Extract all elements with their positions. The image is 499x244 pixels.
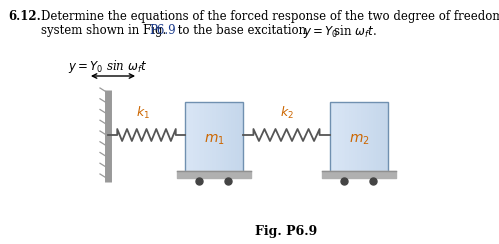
- Bar: [369, 102, 371, 177]
- Bar: [203, 102, 204, 177]
- Bar: [353, 102, 355, 177]
- Bar: [382, 102, 384, 177]
- Text: Determine the equations of the forced response of the two degree of freedom: Determine the equations of the forced re…: [41, 10, 499, 23]
- Circle shape: [370, 178, 377, 185]
- Text: $k_1$: $k_1$: [136, 105, 150, 121]
- Bar: [222, 102, 224, 177]
- Circle shape: [341, 178, 348, 185]
- Text: sin $\omega_f t$.: sin $\omega_f t$.: [330, 24, 377, 40]
- Bar: [345, 102, 347, 177]
- Bar: [199, 102, 201, 177]
- Bar: [359, 102, 361, 177]
- Circle shape: [196, 178, 203, 185]
- Bar: [241, 102, 243, 177]
- Bar: [235, 102, 237, 177]
- Bar: [206, 102, 208, 177]
- Bar: [185, 102, 243, 177]
- Bar: [334, 102, 336, 177]
- Bar: [234, 102, 235, 177]
- Text: system shown in Fig.: system shown in Fig.: [41, 24, 170, 37]
- Bar: [239, 102, 241, 177]
- Bar: [347, 102, 349, 177]
- Bar: [376, 102, 378, 177]
- Bar: [212, 102, 214, 177]
- Circle shape: [225, 178, 232, 185]
- Bar: [361, 102, 363, 177]
- Bar: [349, 102, 351, 177]
- Text: to the base excitation: to the base excitation: [174, 24, 310, 37]
- Bar: [210, 102, 212, 177]
- Bar: [201, 102, 203, 177]
- Bar: [338, 102, 340, 177]
- Bar: [365, 102, 367, 177]
- Bar: [204, 102, 206, 177]
- Bar: [216, 102, 218, 177]
- Text: Fig. P6.9: Fig. P6.9: [255, 225, 318, 238]
- Bar: [197, 102, 199, 177]
- Text: $m_2$: $m_2$: [349, 132, 369, 147]
- Bar: [224, 102, 226, 177]
- Bar: [185, 102, 187, 177]
- Bar: [232, 102, 234, 177]
- Bar: [237, 102, 239, 177]
- Bar: [384, 102, 386, 177]
- Bar: [195, 102, 197, 177]
- Bar: [371, 102, 373, 177]
- Bar: [363, 102, 365, 177]
- Bar: [351, 102, 353, 177]
- Bar: [191, 102, 193, 177]
- Bar: [230, 102, 232, 177]
- Bar: [340, 102, 342, 177]
- Bar: [342, 102, 343, 177]
- Bar: [374, 102, 376, 177]
- Bar: [373, 102, 374, 177]
- Bar: [228, 102, 230, 177]
- Text: $m_1$: $m_1$: [204, 132, 225, 147]
- Text: P6.9: P6.9: [149, 24, 176, 37]
- Bar: [193, 102, 195, 177]
- Bar: [367, 102, 369, 177]
- Bar: [380, 102, 382, 177]
- Text: 6.12.: 6.12.: [8, 10, 41, 23]
- Bar: [187, 102, 189, 177]
- Bar: [214, 102, 216, 177]
- Text: $y = Y_0$: $y = Y_0$: [303, 24, 338, 40]
- Bar: [332, 102, 334, 177]
- Bar: [378, 102, 380, 177]
- Bar: [218, 102, 220, 177]
- Bar: [330, 102, 332, 177]
- Bar: [330, 102, 388, 177]
- Bar: [336, 102, 338, 177]
- Bar: [357, 102, 359, 177]
- Bar: [343, 102, 345, 177]
- Bar: [226, 102, 228, 177]
- Text: $k_2$: $k_2$: [279, 105, 293, 121]
- Bar: [189, 102, 191, 177]
- Bar: [355, 102, 357, 177]
- Bar: [208, 102, 210, 177]
- Bar: [386, 102, 388, 177]
- Text: $y = Y_0$ sin $\omega_f t$: $y = Y_0$ sin $\omega_f t$: [68, 58, 147, 75]
- Bar: [220, 102, 222, 177]
